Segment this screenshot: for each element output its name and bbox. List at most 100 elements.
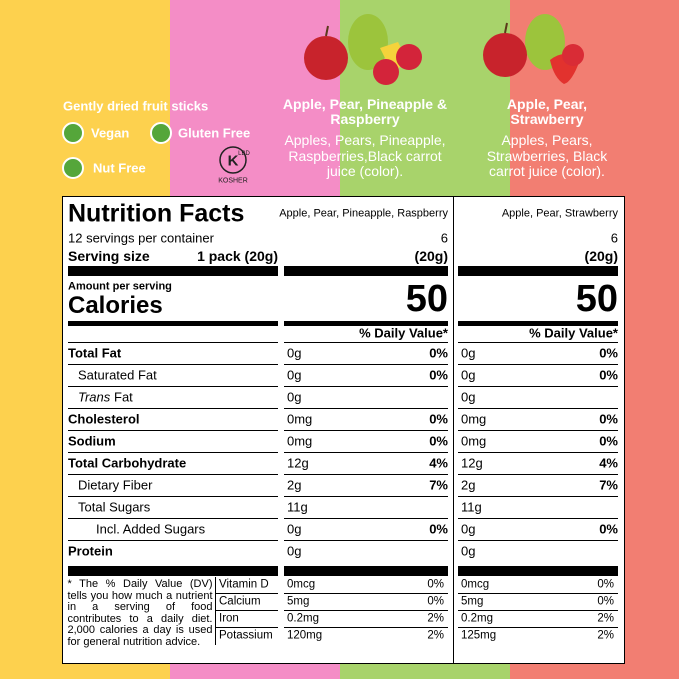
nutrient-dv: 4% [429, 455, 448, 471]
nutrient-amount: 2g [461, 477, 476, 493]
product-title: Apple, Pear, Strawberry [506, 96, 588, 128]
micronutrient-amount: 125mg [461, 629, 497, 642]
nutrient-amount: 0g [461, 389, 476, 405]
nutrient-dv: 0% [429, 521, 448, 537]
nutrient-dv: 0% [429, 367, 448, 383]
nutrient-dv: 4% [599, 455, 618, 471]
daily-value-header: % Daily Value* [359, 325, 448, 341]
rule [216, 627, 278, 628]
nutrient-dv: 0% [599, 521, 618, 537]
rule [458, 364, 618, 365]
nutrient-name: Cholesterol [68, 411, 140, 427]
micronutrient-amount: 0mcg [287, 578, 316, 591]
tagline: Gently dried fruit sticks [63, 98, 209, 114]
nutrient-amount: 2g [287, 477, 302, 493]
rule [458, 593, 618, 594]
fruit-group-1 [304, 14, 422, 85]
nutrient-name: Protein [68, 543, 113, 559]
rule [68, 364, 278, 365]
rule [458, 452, 618, 453]
nutrient-name: Sodium [68, 433, 116, 449]
nutrient-amount: 0g [287, 367, 302, 383]
product-title: Apple, Pear, Pineapple & Raspberry [282, 96, 448, 128]
micronutrient-amount: 0.2mg [287, 612, 319, 625]
rule [458, 610, 618, 611]
rule [284, 408, 448, 409]
nutrient-amount: 0mg [461, 433, 487, 449]
micronutrient-dv: 0% [597, 578, 614, 591]
badge: Gluten Free [178, 125, 251, 141]
micronutrient-dv: 0% [427, 578, 444, 591]
micronutrient-dv: 0% [427, 595, 444, 608]
nutrient-amount: 11g [461, 499, 482, 515]
nutrient-dv: 0% [599, 345, 618, 361]
nutrient-dv: 0% [599, 433, 618, 449]
micronutrient-amount: 5mg [461, 595, 484, 608]
rule [68, 408, 278, 409]
rule [458, 474, 618, 475]
micronutrient-dv: 0% [597, 595, 614, 608]
serving-size: 1 pack (20g) [197, 248, 278, 264]
nutrient-amount: 11g [287, 499, 308, 515]
nutrient-amount: 0g [287, 389, 302, 405]
micronutrient-dv: 2% [427, 629, 444, 642]
column-calories: 50 [575, 278, 618, 320]
rule [458, 266, 618, 276]
column-divider [453, 197, 454, 663]
nutrient-name: Fat [114, 389, 133, 405]
rule [458, 321, 618, 326]
column-name: Apple, Pear, Strawberry [501, 207, 618, 220]
rule [68, 430, 278, 431]
serving-size-label: Serving size [68, 248, 150, 264]
nutrient-name: Saturated Fat [78, 367, 157, 383]
artwork [62, 14, 584, 179]
rule [284, 364, 448, 365]
rule [68, 518, 278, 519]
column-serving-size: (20g) [414, 248, 448, 264]
rule [458, 566, 618, 576]
nutrient-dv: 7% [599, 477, 618, 493]
nutrient-dv: 7% [429, 477, 448, 493]
rule [458, 540, 618, 541]
column-name: Apple, Pear, Pineapple, Raspberry [279, 207, 448, 220]
rule [284, 496, 448, 497]
kosher-sub: LBD [238, 151, 250, 157]
nutrient-dv: 0% [599, 411, 618, 427]
rule [458, 496, 618, 497]
column-calories: 50 [405, 278, 448, 320]
rule [458, 386, 618, 387]
rule [68, 342, 278, 343]
rule [68, 386, 278, 387]
nutrient-dv: 0% [429, 433, 448, 449]
label-title: Nutrition Facts [68, 199, 245, 228]
rule [68, 496, 278, 497]
rule [284, 386, 448, 387]
rule [68, 321, 278, 326]
nutrient-amount: 12g [461, 455, 483, 471]
nutrient-name: Total Fat [68, 345, 122, 361]
nutrient-name: Incl. Added Sugars [96, 521, 206, 537]
micronutrient-name: Iron [219, 612, 239, 625]
rule [458, 342, 618, 343]
micronutrient-dv: 2% [427, 612, 444, 625]
rule [284, 266, 448, 276]
rule [284, 452, 448, 453]
nutrient-amount: 0g [287, 543, 302, 559]
rule [284, 627, 448, 628]
rule [284, 430, 448, 431]
rule [284, 474, 448, 475]
nutrient-amount: 0mg [287, 433, 313, 449]
rule [284, 342, 448, 343]
nutrient-dv: 0% [599, 367, 618, 383]
rule [68, 540, 278, 541]
nutrient-amount: 12g [287, 455, 309, 471]
micro-divider [215, 577, 216, 645]
nutrient-amount: 0mg [461, 411, 487, 427]
nutrient-amount: 0g [461, 543, 476, 559]
rule [68, 566, 278, 576]
micronutrient-name: Calcium [219, 595, 261, 608]
rule [458, 408, 618, 409]
rule [458, 518, 618, 519]
kosher-mark: K [227, 152, 239, 170]
micronutrient-dv: 2% [597, 629, 614, 642]
